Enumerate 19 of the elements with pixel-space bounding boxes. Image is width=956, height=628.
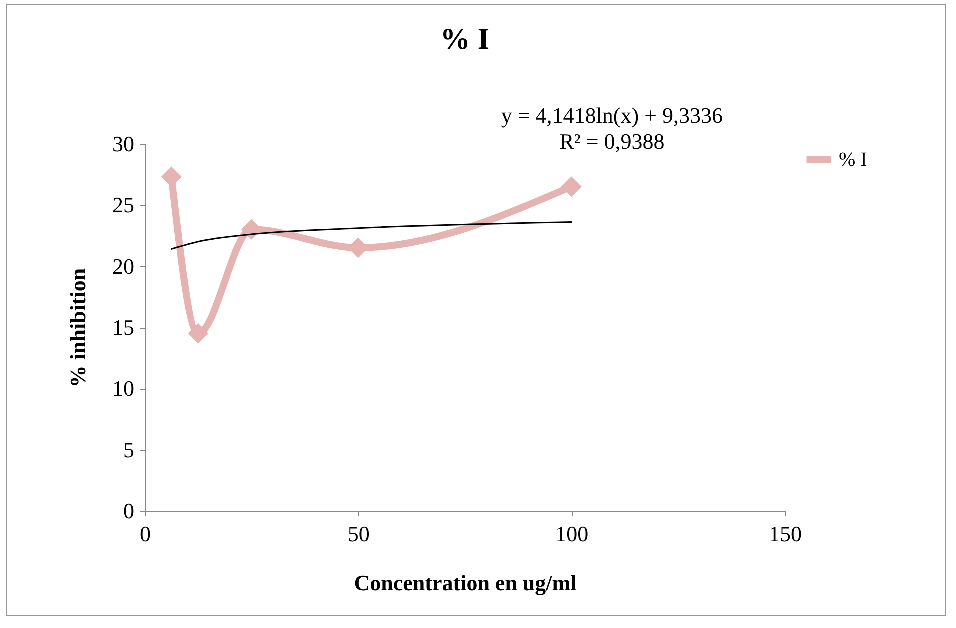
y-tick-label: 25 [112,192,134,218]
point [188,323,209,344]
annotation: R² = 0,9388 [560,129,665,154]
x-axis-title: Concentration en ug/ml [354,570,577,596]
y-tick-label: 10 [112,376,134,402]
y-tick-label: 0 [124,498,134,524]
y-tick-label: 20 [112,254,134,279]
chart-title: % I [440,23,490,56]
point [561,176,582,198]
x-tick-label: 100 [556,522,589,546]
x-tick-label: 50 [348,522,370,546]
x-tick-label: 0 [140,522,151,546]
x-tick-label: 150 [769,522,802,546]
y-tick-label: 5 [124,437,134,462]
text: y = 4,1418ln(x) + 9,3336 [501,103,723,128]
legend-label: % I [839,149,868,171]
y-axis-title: % inhibition [66,268,90,388]
y-tick-label: 30 [112,132,134,156]
y-tick-label: 15 [112,315,134,340]
